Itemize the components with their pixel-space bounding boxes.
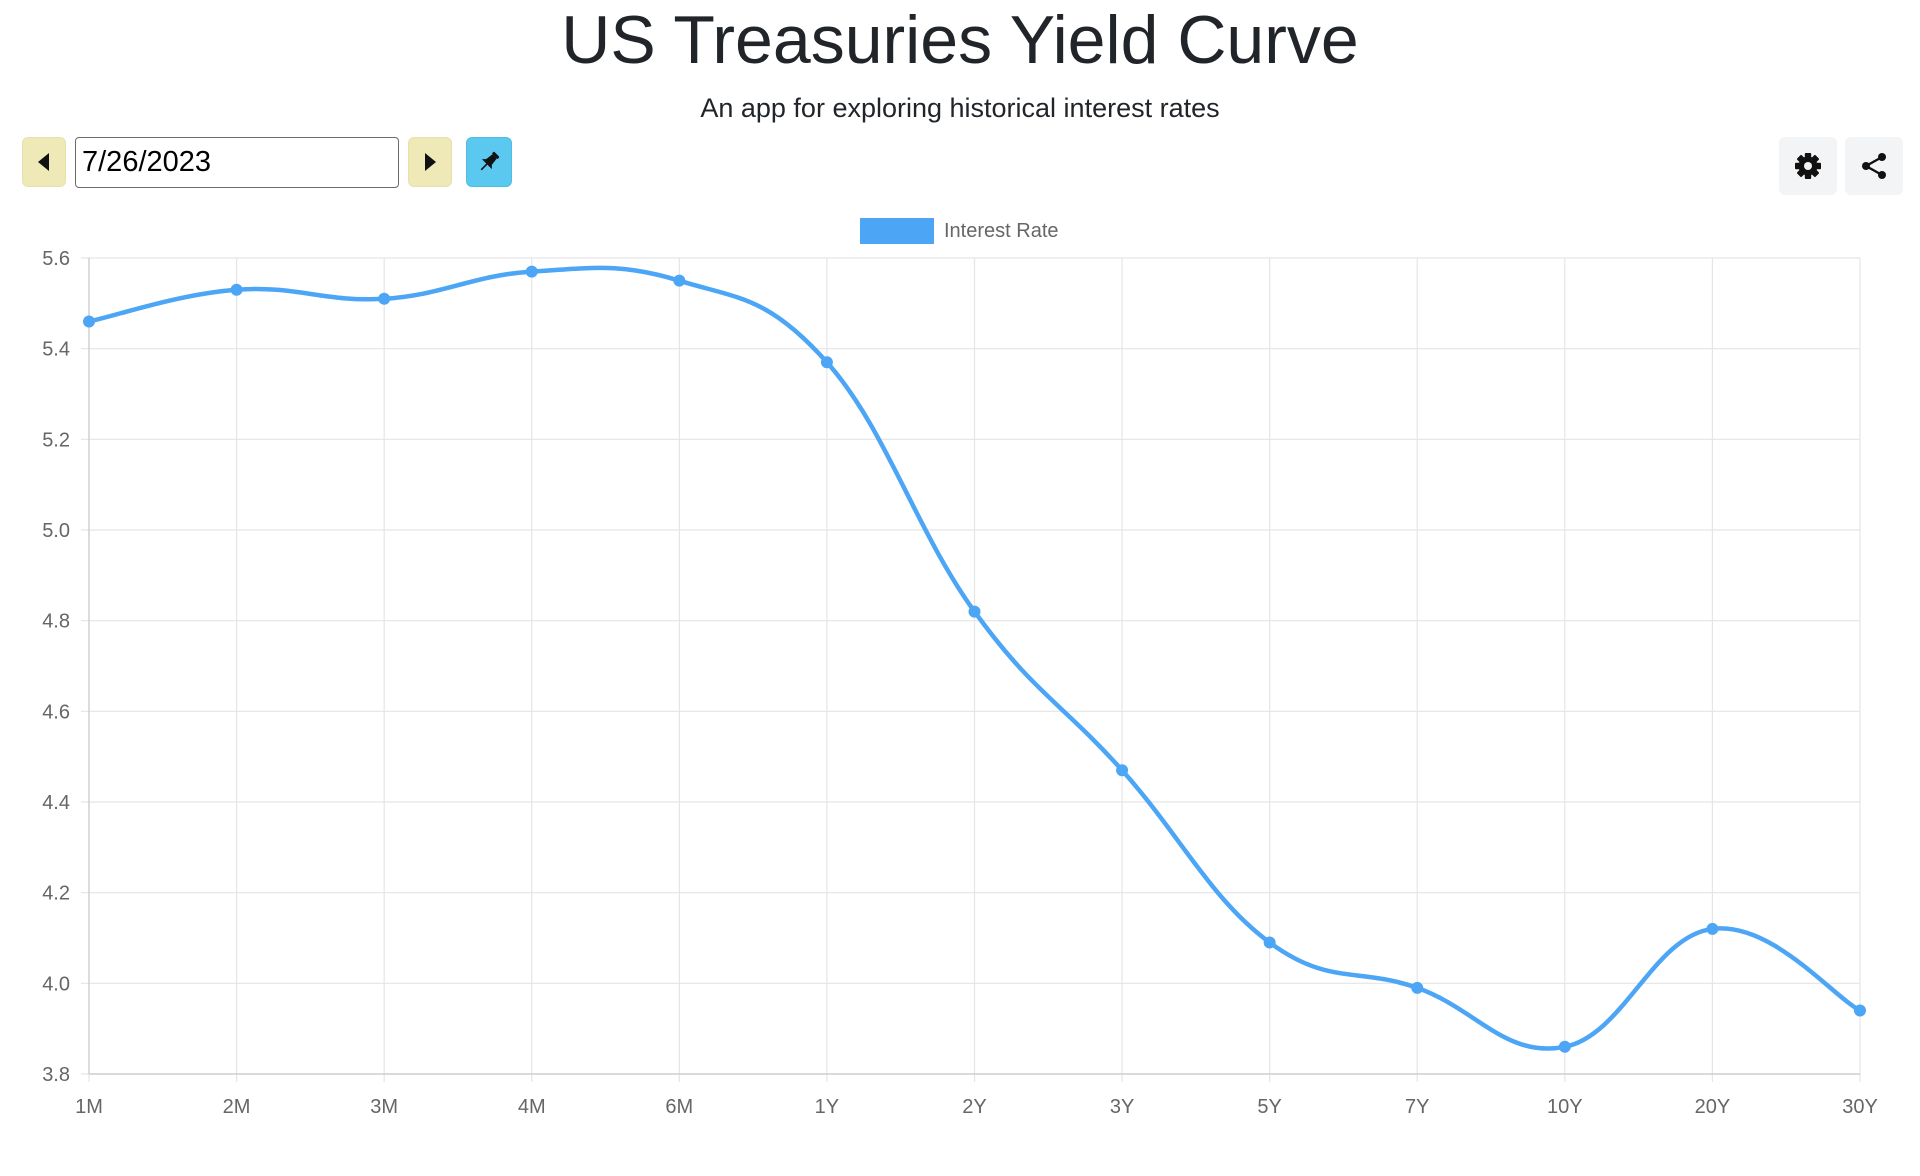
y-tick-label: 4.6 bbox=[42, 701, 70, 723]
x-tick-label: 3M bbox=[370, 1096, 398, 1118]
page-subtitle: An app for exploring historical interest… bbox=[700, 93, 1220, 123]
y-tick-label: 4.4 bbox=[42, 792, 70, 814]
y-tick-label: 5.4 bbox=[42, 339, 70, 361]
data-point-7y bbox=[1411, 981, 1424, 994]
data-point-3m bbox=[378, 292, 391, 305]
data-point-10y bbox=[1558, 1040, 1571, 1053]
settings-button[interactable] bbox=[1779, 137, 1837, 195]
gear-icon bbox=[1795, 153, 1821, 179]
x-tick-label: 30Y bbox=[1842, 1096, 1878, 1118]
pushpin-icon bbox=[480, 151, 500, 171]
y-tick-label: 4.2 bbox=[42, 883, 70, 905]
data-point-4m bbox=[525, 265, 538, 278]
caret-right-icon bbox=[425, 153, 436, 171]
legend-swatch bbox=[860, 218, 934, 244]
x-tick-label: 1Y bbox=[815, 1096, 839, 1118]
data-point-2m bbox=[230, 283, 243, 296]
share-icon bbox=[1862, 153, 1886, 179]
x-tick-label: 7Y bbox=[1405, 1096, 1429, 1118]
chart-legend[interactable]: Interest Rate bbox=[860, 218, 1059, 244]
data-point-2y bbox=[968, 605, 981, 618]
data-point-20y bbox=[1706, 922, 1719, 935]
data-point-5y bbox=[1263, 936, 1276, 949]
x-tick-label: 2Y bbox=[962, 1096, 986, 1118]
share-button[interactable] bbox=[1845, 137, 1903, 195]
legend-label: Interest Rate bbox=[944, 219, 1059, 242]
y-tick-label: 5.0 bbox=[42, 520, 70, 542]
x-tick-label: 6M bbox=[665, 1096, 693, 1118]
x-tick-label: 20Y bbox=[1695, 1096, 1731, 1118]
y-tick-label: 4.0 bbox=[42, 973, 70, 995]
x-tick-label: 2M bbox=[223, 1096, 251, 1118]
y-tick-label: 5.2 bbox=[42, 429, 70, 451]
data-point-1y bbox=[820, 356, 833, 369]
y-tick-label: 5.6 bbox=[42, 248, 70, 270]
x-tick-label: 1M bbox=[75, 1096, 103, 1118]
previous-date-button[interactable] bbox=[22, 137, 66, 187]
data-point-3y bbox=[1116, 764, 1129, 777]
date-input[interactable] bbox=[75, 137, 399, 188]
x-tick-label: 10Y bbox=[1547, 1096, 1583, 1118]
data-point-30y bbox=[1854, 1004, 1866, 1017]
data-point-1m bbox=[83, 315, 95, 328]
x-tick-label: 3Y bbox=[1110, 1096, 1134, 1118]
pin-button[interactable] bbox=[466, 137, 512, 187]
x-tick-label: 5Y bbox=[1257, 1096, 1281, 1118]
y-tick-label: 3.8 bbox=[42, 1064, 70, 1086]
data-point-6m bbox=[673, 274, 686, 287]
x-tick-label: 4M bbox=[518, 1096, 546, 1118]
caret-left-icon bbox=[38, 153, 49, 171]
next-date-button[interactable] bbox=[408, 137, 452, 187]
page-title: US Treasuries Yield Curve bbox=[561, 2, 1359, 78]
y-tick-label: 4.8 bbox=[42, 611, 70, 633]
